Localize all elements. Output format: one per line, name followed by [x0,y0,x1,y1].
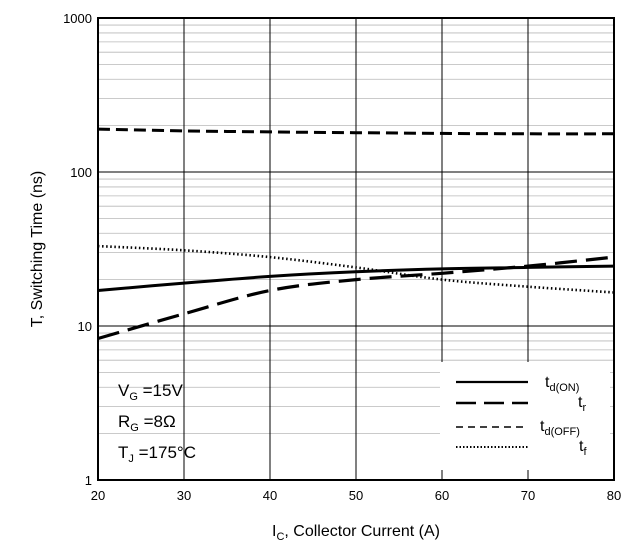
x-axis-label-sub: C [276,531,284,543]
legend-label-td-on: td(ON) [545,374,579,394]
x-axis-label: IC, Collector Current (A) [272,523,440,543]
curve-td-off [97,127,615,136]
y-tick-label: 10 [78,319,92,334]
legend-background [440,362,610,470]
x-tick-label: 70 [521,488,535,503]
tick-labels: 20 30 40 50 60 70 80 1 10 100 1000 [63,11,621,503]
legend-label-td-off: td(OFF) [540,418,580,438]
annotation-rg: RG =8Ω [118,412,176,434]
grid [98,18,614,480]
y-tick-label: 1 [85,473,92,488]
x-axis-label-rest: , Collector Current (A) [284,523,440,540]
annotation-box: VG =15V RG =8Ω TJ =175°C [118,381,196,465]
annotation-vg: VG =15V [118,381,183,403]
x-tick-label: 20 [91,488,105,503]
curve-tr [97,255,615,341]
x-tick-label: 30 [177,488,191,503]
legend-label-tr: tr [578,394,586,414]
legend-label-tf: tf [579,438,587,458]
x-tick-label: 80 [607,488,621,503]
plot-frame [97,17,615,481]
annotation-tj: TJ =175°C [118,443,196,465]
y-tick-label: 1000 [63,11,92,26]
y-tick-label: 100 [70,165,92,180]
x-axis-label-main: I [272,523,276,540]
y-axis-label: T, Switching Time (ns) [29,171,46,327]
x-tick-label: 50 [349,488,363,503]
x-tick-label: 40 [263,488,277,503]
legend: td(ON) tr td(OFF) tf [440,362,610,470]
curve-tf [97,244,615,294]
x-tick-label: 60 [435,488,449,503]
curves [97,127,615,341]
